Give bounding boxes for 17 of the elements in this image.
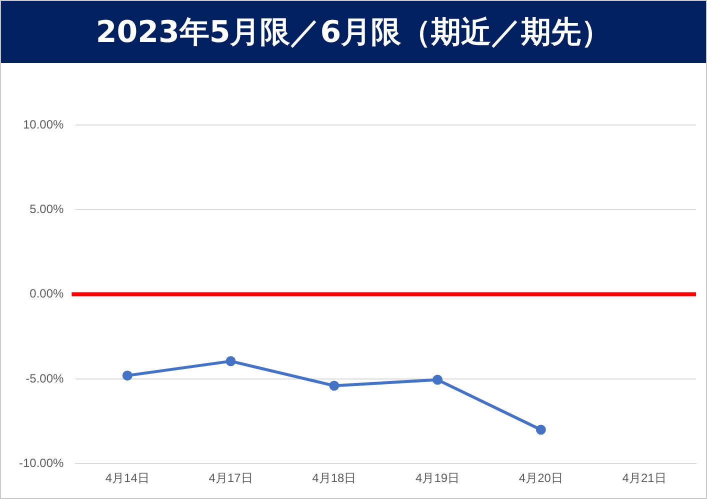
x-tick-label: 4月20日 (518, 471, 563, 486)
x-tick-label: 4月14日 (105, 471, 150, 486)
y-tick-label: 5.00% (30, 202, 64, 216)
point (329, 380, 340, 391)
y-tick-label: 10.00% (22, 117, 64, 132)
x-tick-label: 4月19日 (416, 471, 460, 486)
x-tick-label: 4月17日 (208, 471, 253, 486)
point (432, 374, 443, 385)
x-tick-label: 4月18日 (312, 471, 356, 486)
point (122, 370, 132, 381)
point (226, 356, 236, 366)
y-tick-label: -10.00% (18, 456, 64, 470)
point (536, 424, 546, 435)
y-tick-label: 0.00% (30, 286, 64, 301)
x-tick-label: 4月21日 (622, 471, 666, 486)
y-tick-label: -5.00% (26, 371, 64, 386)
chart-title: 2023年5月限／6月限（期近／期先） (1, 1, 706, 63)
